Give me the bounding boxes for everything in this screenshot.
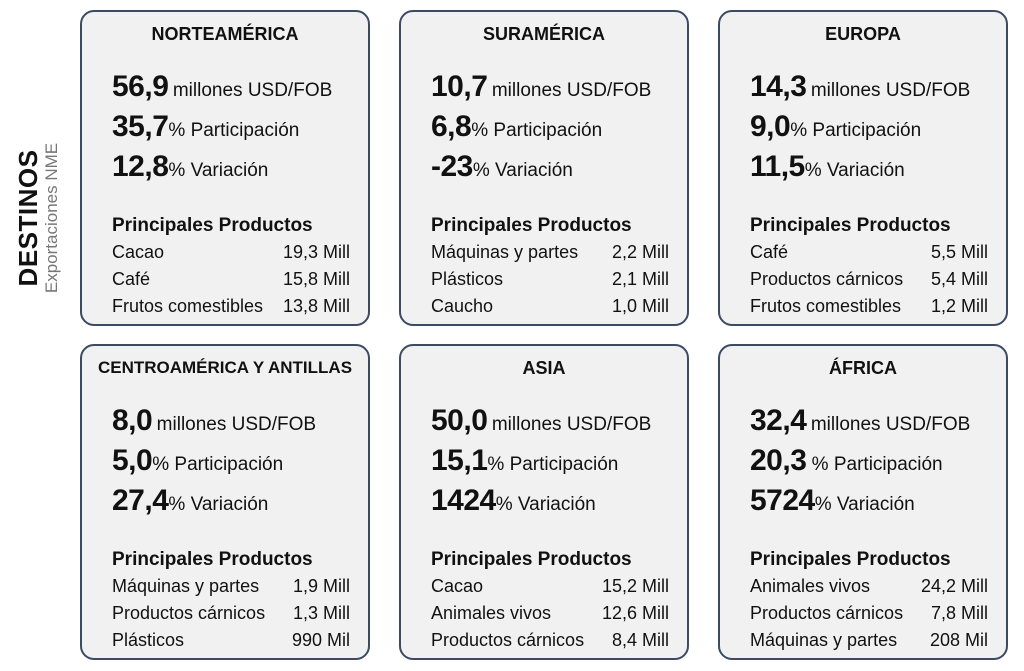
region-card-asia: ASIA 50,0 millones USD/FOB 15,1% Partici… [399,344,689,660]
region-title: NORTEAMÉRICA [151,24,299,44]
products-heading: Principales Productos [750,549,951,570]
side-label: DESTINOS Exportaciones NME [0,0,76,671]
region-card-europa: EUROPA 14,3 millones USD/FOB 9,0% Partic… [718,10,1008,326]
export-value: 10,7 millones USD/FOB [431,70,652,103]
product-row: Frutos comestibles 1,2 Mill [750,296,988,316]
products-heading: Principales Productos [112,215,313,236]
products-heading: Principales Productos [750,215,951,236]
product-row: Productos cárnicos 1,3 Mill [112,603,350,623]
share-percent: 35,7% Participación [112,110,300,143]
product-row: Animales vivos 12,6 Mill [431,603,669,623]
share-percent: 6,8% Participación [431,110,603,143]
product-row: Cacao 19,3 Mill [112,242,350,262]
product-row: Caucho 1,0 Mill [431,296,669,316]
side-subtitle: Exportaciones NME [42,142,61,294]
product-row: Animales vivos 24,2 Mill [750,576,988,596]
region-card-centroamerica: CENTROAMÉRICA Y ANTILLAS 8,0 millones US… [80,344,370,660]
product-row: Frutos comestibles 13,8 Mill [112,296,350,316]
export-value: 50,0 millones USD/FOB [431,404,652,437]
region-card-africa: ÁFRICA 32,4 millones USD/FOB 20,3 % Part… [718,344,1008,660]
share-percent: 5,0% Participación [112,444,284,477]
change-percent: 12,8% Variación [112,150,269,183]
export-value: 32,4 millones USD/FOB [750,404,971,437]
product-row: Máquinas y partes 1,9 Mill [112,576,350,596]
product-row: Plásticos 990 Mil [112,630,350,650]
change-percent: 11,5% Variación [750,150,905,183]
product-row: Productos cárnicos 5,4 Mill [750,269,988,289]
share-percent: 15,1% Participación [431,444,619,477]
products-heading: Principales Productos [431,215,632,236]
product-row: Café 5,5 Mill [750,242,988,262]
change-percent: 5724% Variación [750,484,915,517]
region-title: EUROPA [825,24,901,44]
product-row: Productos cárnicos 8,4 Mill [431,630,669,650]
share-percent: 9,0% Participación [750,110,922,143]
region-card-norteamerica: NORTEAMÉRICA 56,9 millones USD/FOB 35,7%… [80,10,370,326]
product-row: Máquinas y partes 208 Mil [750,630,988,650]
product-row: Café 15,8 Mill [112,269,350,289]
export-value: 14,3 millones USD/FOB [750,70,971,103]
region-title: SURAMÉRICA [482,24,605,44]
region-title: CENTROAMÉRICA Y ANTILLAS [97,358,353,377]
product-row: Plásticos 2,1 Mill [431,269,669,289]
region-title: ASIA [522,358,566,378]
side-title: DESTINOS [13,149,43,287]
change-percent: -23% Variación [431,150,573,183]
products-heading: Principales Productos [112,549,313,570]
region-title: ÁFRICA [829,358,897,378]
product-row: Cacao 15,2 Mill [431,576,669,596]
product-row: Máquinas y partes 2,2 Mill [431,242,669,262]
region-card-suramerica: SURAMÉRICA 10,7 millones USD/FOB 6,8% Pa… [399,10,689,326]
share-percent: 20,3 % Participación [750,444,943,477]
change-percent: 27,4% Variación [112,484,269,517]
change-percent: 1424% Variación [431,484,596,517]
products-heading: Principales Productos [431,549,632,570]
product-row: Productos cárnicos 7,8 Mill [750,603,988,623]
export-value: 8,0 millones USD/FOB [112,404,317,437]
export-value: 56,9 millones USD/FOB [112,70,333,103]
